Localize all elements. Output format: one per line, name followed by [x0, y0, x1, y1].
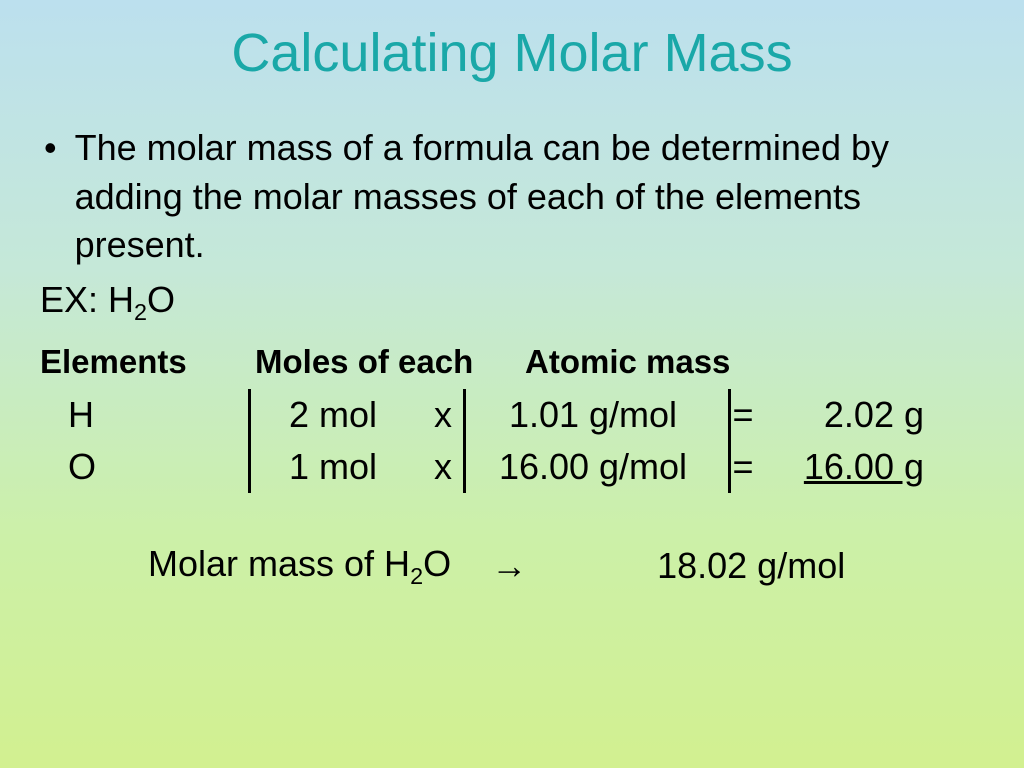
table-row: H2 molx1.01 g/mol=2.02 g	[38, 389, 986, 441]
table-divider	[463, 389, 466, 493]
table-divider	[728, 389, 731, 493]
example-prefix: EX: H	[40, 279, 134, 320]
result-line: Molar mass of H2O → 18.02 g/mol	[38, 543, 986, 590]
calc-table: H2 molx1.01 g/mol=2.02 gO1 molx16.00 g/m…	[38, 389, 986, 493]
result-label-post: O	[423, 543, 451, 584]
slide-title: Calculating Molar Mass	[0, 0, 1024, 84]
example-line: EX: H2O	[38, 276, 986, 329]
table-row: O1 molx16.00 g/mol=16.00 g	[38, 441, 986, 493]
cell-times: x	[418, 446, 468, 488]
cell-result: 2.02 g	[768, 394, 928, 436]
cell-element: H	[38, 394, 248, 436]
cell-equals: =	[718, 394, 768, 436]
table-headers: ElementsMoles of eachAtomic mass	[38, 343, 986, 381]
cell-element: O	[38, 446, 248, 488]
cell-equals: =	[718, 446, 768, 488]
cell-atomic-mass: 16.00 g/mol	[468, 446, 718, 488]
cell-result: 16.00 g	[768, 446, 928, 488]
result-label-sub: 2	[410, 563, 423, 589]
cell-times: x	[418, 394, 468, 436]
result-value: 18.02 g/mol	[527, 545, 845, 587]
table-divider	[248, 389, 251, 493]
cell-moles: 1 mol	[248, 446, 418, 488]
bullet-text: The molar mass of a formula can be deter…	[75, 124, 986, 270]
header-atomic-mass: Atomic mass	[525, 343, 730, 381]
result-label: Molar mass of H2O	[38, 543, 451, 590]
slide-content: • The molar mass of a formula can be det…	[0, 84, 1024, 590]
header-moles: Moles of each	[255, 343, 525, 381]
cell-atomic-mass: 1.01 g/mol	[468, 394, 718, 436]
example-subscript: 2	[134, 299, 147, 325]
header-elements: Elements	[40, 343, 255, 381]
bullet-item: • The molar mass of a formula can be det…	[38, 124, 986, 270]
result-label-pre: Molar mass of H	[148, 543, 410, 584]
bullet-marker: •	[38, 124, 75, 173]
example-suffix: O	[147, 279, 175, 320]
arrow-icon: →	[451, 545, 527, 587]
cell-moles: 2 mol	[248, 394, 418, 436]
